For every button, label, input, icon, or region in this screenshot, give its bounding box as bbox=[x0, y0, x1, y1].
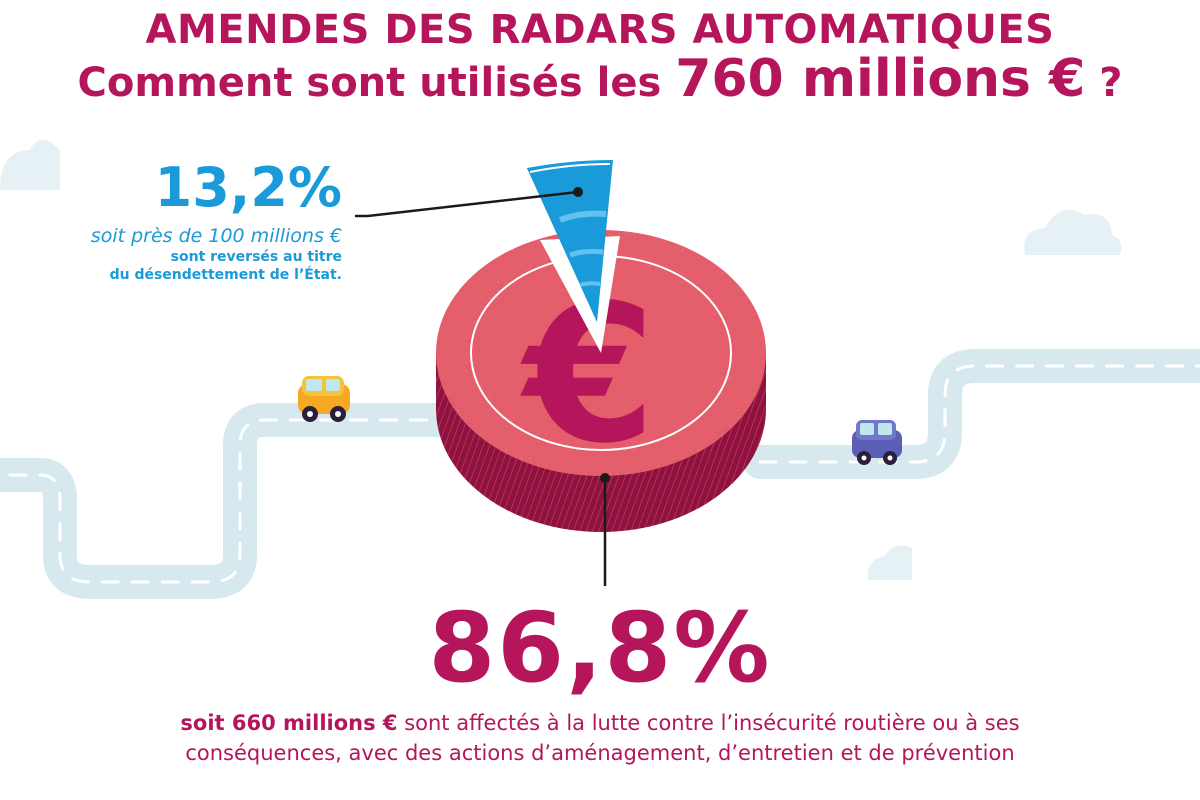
large-slice-desc-1: sont affectés à la lutte contre l’insécu… bbox=[397, 711, 1020, 735]
title-prefix: Comment sont utilisés les bbox=[77, 60, 676, 106]
title-line-2: Comment sont utilisés les 760 millions €… bbox=[0, 53, 1200, 108]
chart-slice-small bbox=[527, 160, 613, 322]
cloud-icon bbox=[1024, 209, 1122, 255]
small-slice-amount: soit près de 100 millions € bbox=[90, 225, 342, 247]
car-icon bbox=[852, 420, 902, 465]
leader-line-small bbox=[355, 187, 583, 218]
title-line-1: AMENDES DES RADARS AUTOMATIQUES bbox=[145, 7, 1055, 53]
title-suffix: ? bbox=[1085, 60, 1123, 106]
title-amount: 760 millions € bbox=[675, 49, 1086, 109]
cloud-icon bbox=[0, 140, 60, 190]
car-icon bbox=[298, 376, 350, 422]
small-slice-desc-2: du désendettement de l’État. bbox=[109, 267, 342, 283]
large-slice-description: soit 660 millions € sont affectés à la l… bbox=[120, 708, 1080, 768]
road bbox=[0, 349, 1200, 599]
leader-line-large bbox=[600, 473, 610, 586]
small-slice-label: 13,2% soit près de 100 millions € sont r… bbox=[2, 158, 342, 284]
small-slice-percent: 13,2% bbox=[154, 156, 342, 219]
large-slice-amount: soit 660 millions € bbox=[180, 711, 398, 735]
large-slice-percent: 86,8% bbox=[428, 592, 772, 704]
page-title: AMENDES DES RADARS AUTOMATIQUES Comment … bbox=[0, 6, 1200, 108]
cloud-icon bbox=[867, 545, 912, 580]
small-slice-desc-1: sont reversés au titre bbox=[170, 249, 342, 265]
large-slice-desc-2: conséquences, avec des actions d’aménage… bbox=[185, 741, 1015, 765]
chart-slice-large: € bbox=[436, 230, 766, 532]
